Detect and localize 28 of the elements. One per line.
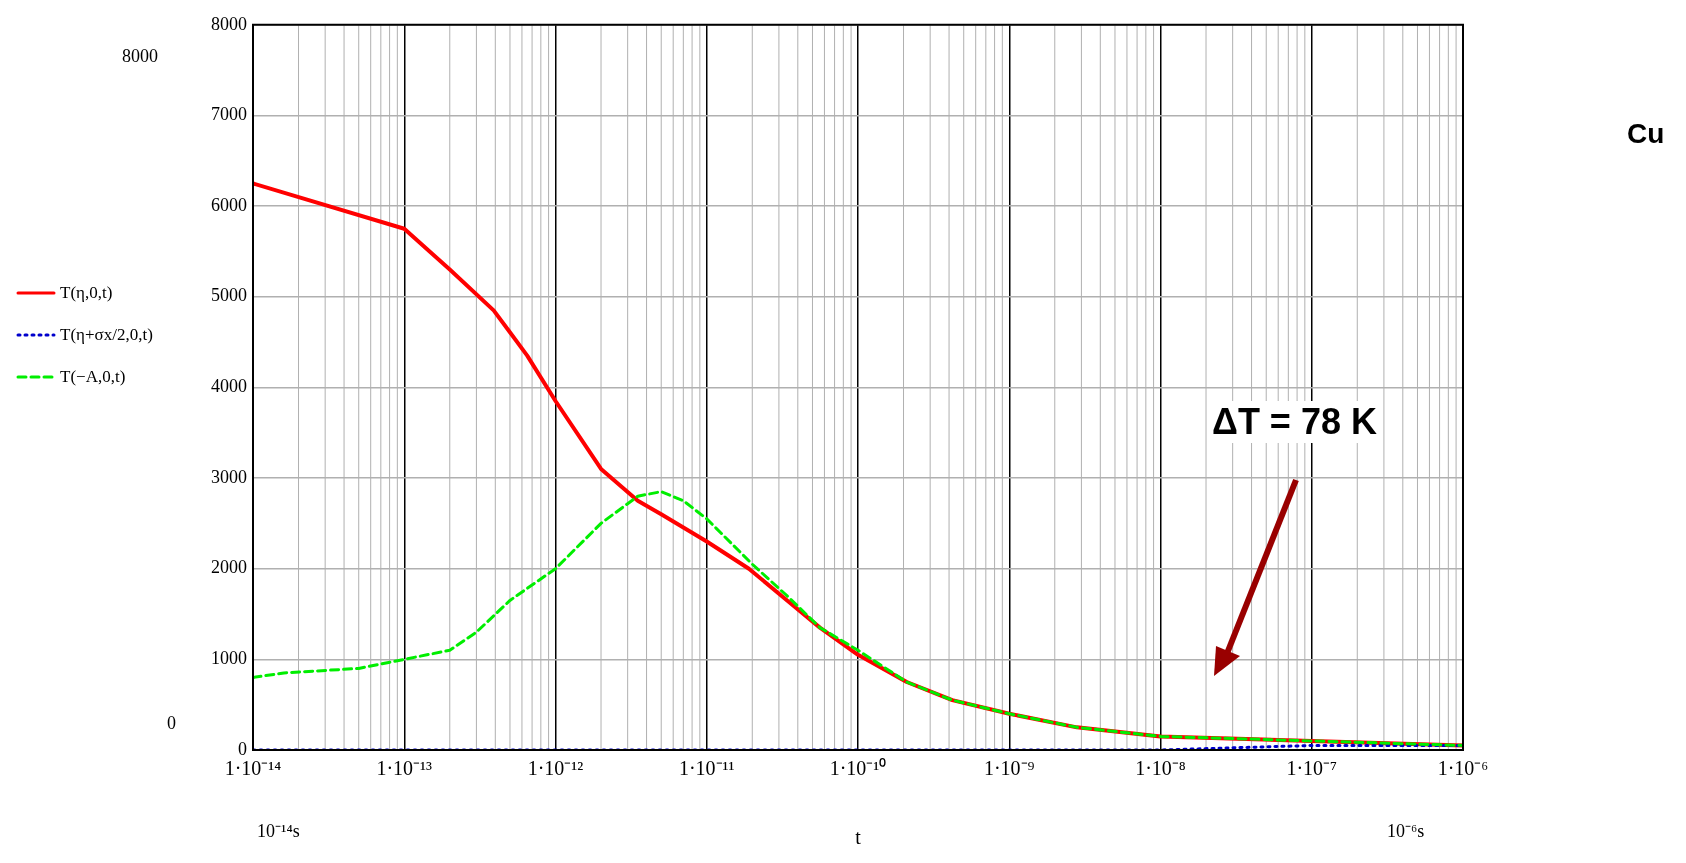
x-tick-label: 1·10⁻⁷ — [1286, 757, 1338, 780]
text: Cu — [1623, 118, 1669, 150]
legend-label: T(η+σx/2,0,t) — [60, 325, 153, 345]
y-tick-label: 6000 — [211, 194, 247, 215]
y-tick-label: 7000 — [211, 104, 247, 125]
y-tick-label: 4000 — [211, 376, 247, 397]
text: 10⁻¹⁴s — [253, 818, 304, 842]
x-tick-label: 1·10⁻¹³ — [376, 757, 433, 780]
text: 0 — [163, 713, 180, 734]
y-tick-label: 3000 — [211, 466, 247, 487]
x-tick-label: 1·10⁻¹¹ — [678, 757, 735, 780]
x-tick-label: 1·10⁻¹⁴ — [224, 757, 282, 780]
x-tick-label: 1·10⁻⁹ — [983, 757, 1035, 780]
y-tick-label: 5000 — [211, 285, 247, 306]
legend-label: T(−A,0,t) — [60, 367, 126, 387]
y-tick-label: 8000 — [211, 13, 247, 34]
x-tick-label: 1·10⁻⁸ — [1135, 757, 1186, 780]
x-axis-title: t — [855, 826, 862, 849]
y-tick-label: 1000 — [211, 648, 247, 669]
x-tick-label: 1·10⁻⁶ — [1437, 757, 1489, 780]
text: 10⁻⁶s — [1383, 818, 1429, 842]
y-tick-label: 2000 — [211, 557, 247, 578]
legend-label: T(η,0,t) — [60, 283, 113, 303]
text: 8000 — [118, 46, 162, 67]
x-tick-label: 1·10⁻¹⁰ — [829, 757, 887, 780]
y-tick-label: 0 — [238, 738, 247, 759]
x-tick-label: 1·10⁻¹² — [527, 757, 584, 780]
annotation: ΔT = 78 K — [1208, 401, 1381, 443]
